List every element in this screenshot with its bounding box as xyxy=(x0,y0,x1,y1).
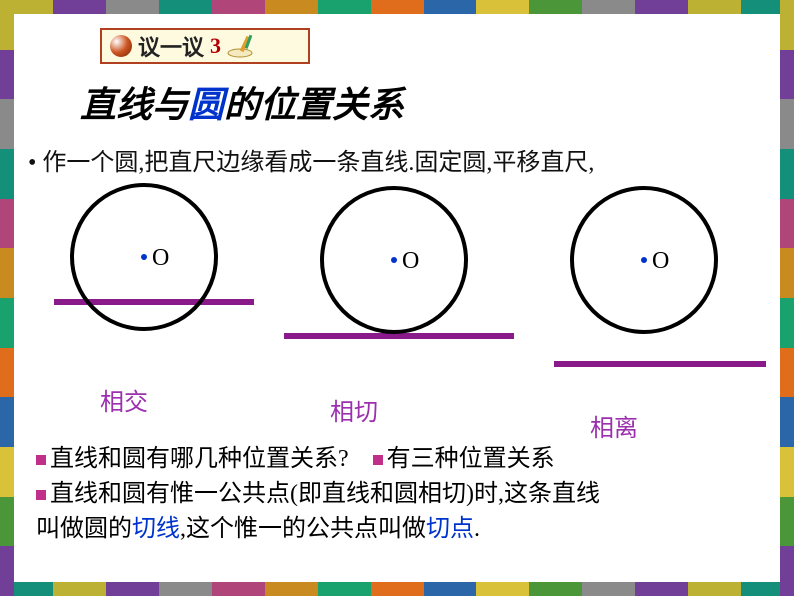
diagram-svg: OOO xyxy=(24,172,770,402)
a1: 有三种位置关系 xyxy=(387,446,555,472)
qa-row1: 直线和圆有哪几种位置关系? 有三种位置关系 xyxy=(36,442,600,477)
discuss-number: 3 xyxy=(210,33,221,59)
border-left xyxy=(0,0,14,596)
ball-icon xyxy=(110,35,132,57)
qa-block: 直线和圆有哪几种位置关系? 有三种位置关系 直线和圆有惟一公共点(即直线和圆相切… xyxy=(36,442,600,546)
bullet-icon xyxy=(36,490,46,500)
title-post: 的位置关系 xyxy=(224,85,404,125)
discuss-callout: 议一议 3 xyxy=(100,28,310,64)
line3-end: . xyxy=(474,516,480,542)
tangent-line-term: 切线 xyxy=(132,516,180,542)
pencil-icon xyxy=(227,34,261,58)
label-tangent: 相切 xyxy=(330,392,378,427)
qa-row2: 直线和圆有惟一公共点(即直线和圆相切)时,这条直线 xyxy=(36,477,600,512)
tangent-point-term: 切点 xyxy=(426,516,474,542)
label-separate: 相离 xyxy=(590,408,638,443)
svg-text:O: O xyxy=(152,245,169,271)
label-intersect: 相交 xyxy=(100,382,148,417)
qa-row3: 叫做圆的切线,这个惟一的公共点叫做切点. xyxy=(36,512,600,547)
line3-pre: 叫做圆的 xyxy=(36,516,132,542)
border-top xyxy=(0,0,794,14)
border-right xyxy=(780,0,794,596)
svg-text:O: O xyxy=(652,248,669,274)
discuss-label: 议一议 xyxy=(138,30,204,62)
line2: 直线和圆有惟一公共点(即直线和圆相切)时,这条直线 xyxy=(50,481,600,507)
title-emph: 圆 xyxy=(188,85,224,125)
bullet-icon xyxy=(373,455,383,465)
q1: 直线和圆有哪几种位置关系? xyxy=(50,446,349,472)
border-bottom xyxy=(0,582,794,596)
svg-text:O: O xyxy=(402,248,419,274)
title-pre: 直线与 xyxy=(80,85,188,125)
page-title: 直线与圆的位置关系 xyxy=(80,76,404,128)
bullet-icon xyxy=(36,455,46,465)
line3-mid: ,这个惟一的公共点叫做 xyxy=(180,516,426,542)
